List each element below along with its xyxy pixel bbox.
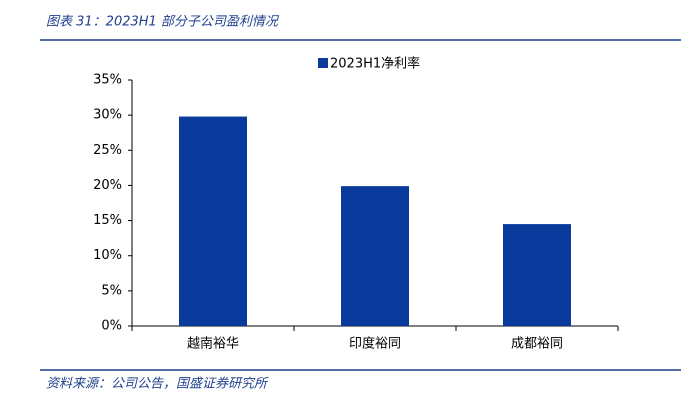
legend-label: 2023H1净利率 — [330, 56, 420, 72]
source-note: 资料来源：公司公告，国盛证券研究所 — [46, 376, 269, 392]
bar — [341, 186, 409, 326]
y-tick-label: 0% — [101, 319, 122, 334]
y-tick-label: 10% — [93, 248, 122, 263]
y-tick-label: 35% — [93, 73, 122, 88]
x-tick-label: 印度裕同 — [349, 336, 401, 352]
bar — [503, 224, 571, 326]
legend-swatch — [318, 58, 328, 68]
y-tick-label: 15% — [93, 213, 122, 228]
x-tick-label: 成都裕同 — [511, 337, 563, 352]
x-tick-label: 越南裕华 — [187, 336, 239, 352]
y-tick-label: 25% — [93, 143, 122, 158]
y-tick-label: 20% — [93, 178, 122, 193]
bar — [179, 116, 247, 326]
y-tick-label: 5% — [101, 283, 122, 298]
chart-title: 图表 31：2023H1 部分子公司盈利情况 — [46, 15, 280, 30]
y-tick-label: 30% — [93, 108, 122, 123]
